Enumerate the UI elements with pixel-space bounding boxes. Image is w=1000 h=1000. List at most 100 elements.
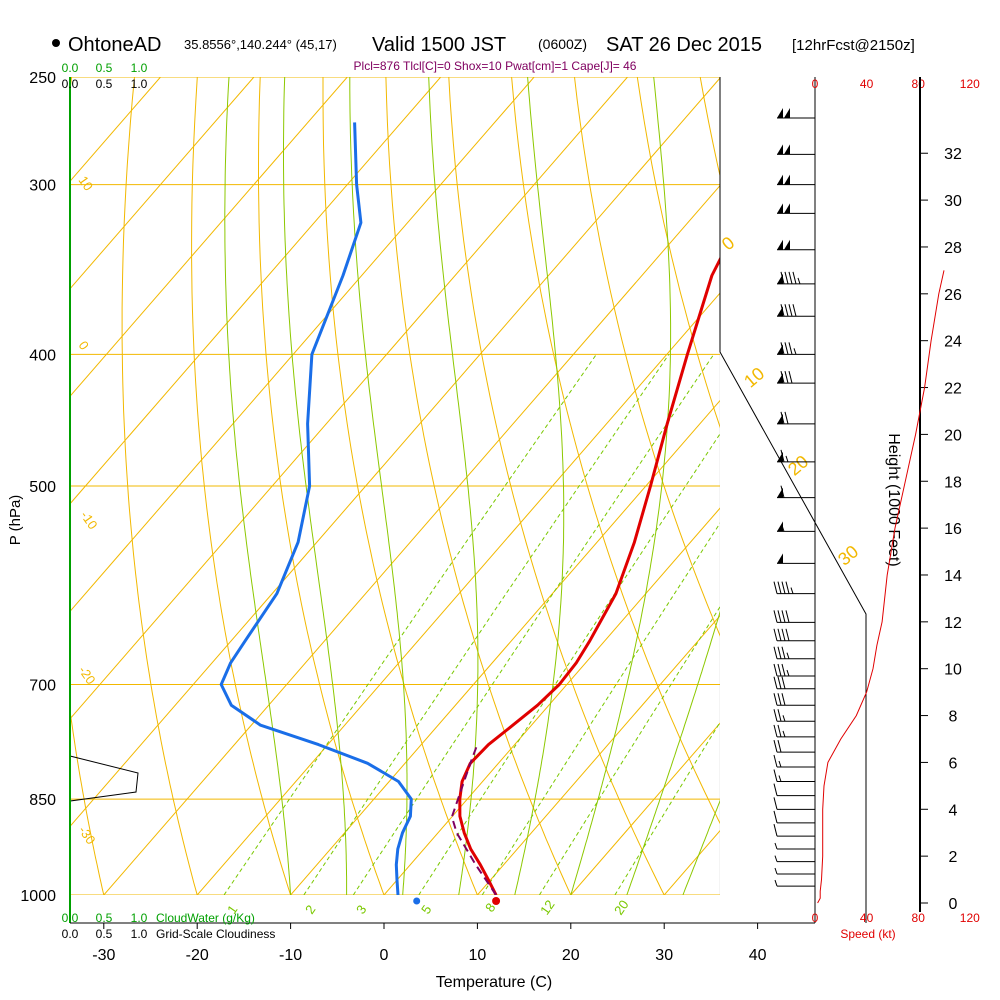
wind-barb-flag [777, 413, 783, 424]
wind-barb-full [777, 676, 782, 689]
wind-barb-full [785, 628, 790, 641]
wind-barb-full [780, 485, 785, 498]
dry-adiabat-line [636, 77, 720, 429]
mixing-ratio-line [538, 606, 720, 895]
wind-barb-full [784, 411, 789, 424]
wind-barb [777, 553, 815, 564]
y-axis-label: P (hPa) [7, 495, 24, 546]
wind-barb-full [773, 610, 778, 623]
wind-barb-flag [777, 553, 783, 564]
station-coords: 35.8556°,140.244° (45,17) [184, 37, 337, 52]
x-tick-label: 10 [469, 947, 487, 964]
valid-date: SAT 26 Dec 2015 [606, 34, 762, 56]
dry-adiabat-line [385, 77, 572, 895]
wind-barb-full [781, 610, 786, 623]
wind-barb-full [777, 646, 782, 659]
wind-barb-full [773, 646, 778, 659]
cloudwater-bottom-tick: 0.0 [62, 911, 79, 925]
wind-barb [777, 485, 815, 499]
wind-barb [773, 610, 815, 623]
dry-adiabat-label: 0 [76, 338, 92, 353]
station-name: OhtoneAD [68, 34, 161, 56]
cloudiness-top-tick: 0.0 [62, 77, 79, 91]
skew-boundary [719, 77, 867, 895]
dewpoint-line [219, 122, 413, 895]
x-tick-label: -30 [92, 947, 115, 964]
valid-time: Valid 1500 JST [372, 34, 506, 56]
dry-adiabat-line [258, 77, 385, 895]
height-tick-label: 18 [944, 474, 962, 491]
wind-barb-full [780, 271, 785, 285]
cloudwater-bottom-tick: 1.0 [131, 911, 148, 925]
wind-barb-full [780, 370, 785, 384]
wind-barb-flag [777, 451, 783, 462]
mixing-ratio-line [481, 522, 720, 895]
height-tick-label: 30 [944, 193, 962, 210]
wind-barb-half [785, 455, 789, 463]
wind-barb [777, 108, 815, 119]
wind-barb [774, 879, 815, 887]
dry-adiabat-line [191, 77, 292, 895]
wind-barb-half [786, 669, 790, 677]
wind-barb-full [785, 610, 790, 623]
wind-barb-full [773, 797, 778, 810]
height-tick-label: 4 [949, 802, 958, 819]
wind-barb-full [784, 342, 789, 355]
isotherm-line [70, 77, 348, 398]
wind-barb-full [773, 581, 778, 594]
dry-adiabat-line [322, 77, 478, 895]
wind-barb-full [773, 628, 778, 641]
wind-barb-flag [777, 344, 783, 355]
wind-barb-full [773, 783, 778, 796]
wind-barb [777, 342, 815, 355]
indices-text: Plcl=876 Tlcl[C]=0 Shox=10 Pwat[cm]=1 Ca… [354, 59, 637, 73]
wind-barb-half [778, 775, 782, 782]
wind-barb-full [773, 676, 778, 689]
wind-barb-half [797, 277, 801, 285]
background-grid [70, 77, 1000, 895]
cloudiness-label: Grid-Scale Cloudiness [156, 927, 275, 941]
valid-zulu: (0600Z) [538, 36, 587, 52]
dry-adiabat-label: -30 [76, 823, 99, 847]
speed-top-tick: 0 [812, 77, 819, 91]
moist-adiabat-line [283, 77, 348, 895]
mixing-ratio-label: 5 [418, 902, 434, 917]
wind-barb-half [778, 760, 782, 768]
wind-barb-full [781, 693, 786, 706]
isotherm-line [103, 184, 720, 895]
wind-barb-full [781, 628, 786, 641]
surface-temperature-marker [492, 897, 501, 905]
wind-barb-full [781, 646, 786, 659]
wind-barb-full [777, 709, 782, 722]
wind-barb [777, 449, 815, 463]
wind-barb [773, 740, 815, 753]
x-tick-label: -20 [186, 947, 209, 964]
wind-barb [777, 174, 815, 186]
wind-barb-flag [777, 174, 783, 185]
height-tick-label: 26 [944, 287, 962, 304]
pressure-tick-label: 850 [29, 792, 56, 809]
wind-barb [773, 823, 815, 837]
height-tick-label: 6 [949, 755, 958, 772]
station-marker-icon [52, 39, 60, 47]
speed-top-tick: 80 [912, 77, 926, 91]
wind-barb-full [788, 271, 793, 285]
wind-barb-half [781, 525, 785, 532]
wind-barb [773, 797, 815, 810]
wind-barb-flag [784, 144, 790, 155]
mixing-ratio-line [352, 354, 715, 895]
wind-barb-full [777, 693, 782, 706]
wind-barb [773, 724, 815, 738]
isotherm-label: 10 [740, 363, 768, 391]
wind-barb-full [784, 271, 789, 285]
wind-barb [773, 693, 815, 706]
wind-barb-full [777, 610, 782, 623]
speed-bottom-tick: 120 [960, 911, 980, 925]
wind-barb [773, 646, 815, 660]
dry-adiabat-line [763, 77, 1000, 895]
wind-barb-full [773, 693, 778, 706]
isotherm-line [70, 77, 628, 720]
wind-barb-full [780, 304, 785, 317]
